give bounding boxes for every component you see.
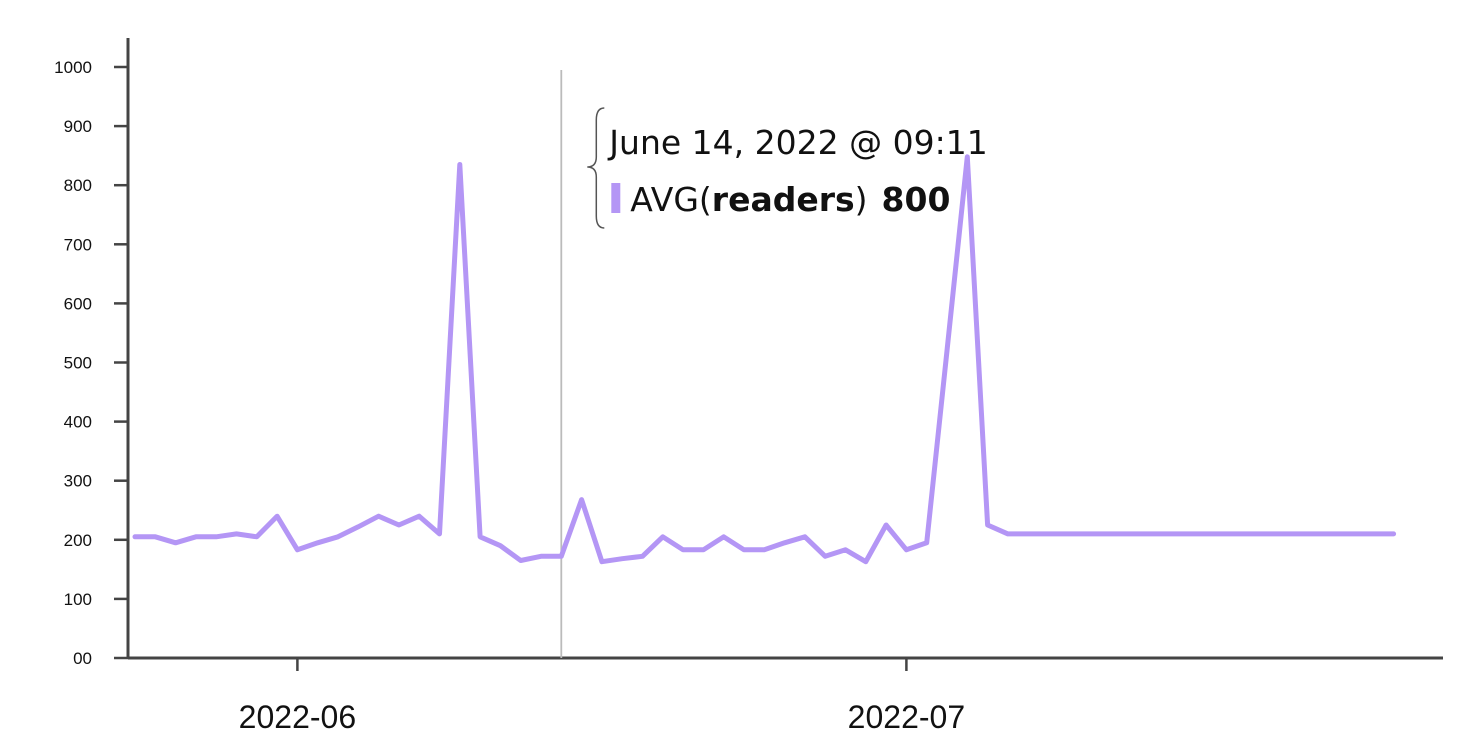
data-point [1106,531,1112,537]
data-point [254,534,260,540]
y-tick-label: 400 [64,413,92,432]
data-point [213,534,219,540]
y-tick-label: 200 [64,531,92,550]
data-point [944,348,950,354]
y-tick-label: 00 [73,649,92,668]
data-point [721,534,727,540]
tooltip-date: June 14, 2022 @ 09:11 [607,123,987,162]
data-point [1005,531,1011,537]
data-point [1066,531,1072,537]
data-point [1208,531,1214,537]
data-point [883,522,889,528]
data-point [1086,531,1092,537]
data-point [903,547,909,553]
series-line [132,154,1397,565]
data-point [294,547,300,553]
data-point [985,522,991,528]
y-axis: 00 100 200 300 400 500 600 700 800 900 1000 [54,38,130,668]
y-tick-label: 600 [64,294,92,313]
data-point [376,513,382,519]
data-point [924,540,930,546]
data-point [1127,531,1133,537]
data-point [335,534,341,540]
data-point [518,558,524,564]
y-tick-label: 1000 [54,58,92,77]
data-point [660,534,666,540]
data-point [497,543,503,549]
data-point [1370,531,1376,537]
y-tick-label: 800 [64,176,92,195]
y-tick-label: 300 [64,472,92,491]
tooltip-series-swatch [611,183,621,213]
data-point [1167,531,1173,537]
data-point [640,553,646,559]
data-point [741,547,747,553]
data-point [863,559,869,565]
data-point [680,547,686,553]
data-point [1309,531,1315,537]
data-point [234,531,240,537]
data-point [1289,531,1295,537]
data-point [1188,531,1194,537]
tooltip: June 14, 2022 @ 09:11 AVG(readers) 800 [587,107,988,229]
data-point [437,531,443,537]
data-point [802,534,808,540]
x-tick-label: 2022-07 [848,699,965,735]
tooltip-series-label: AVG(readers) 800 [630,180,950,219]
data-point [843,547,849,553]
data-point [1249,531,1255,537]
y-tick-label: 700 [64,235,92,254]
tooltip-series-prefix: AVG( [630,180,712,219]
x-axis: 2022-06 2022-07 [128,656,1443,735]
data-point [1350,531,1356,537]
data-point [416,513,422,519]
data-point [457,162,463,168]
data-point [1330,531,1336,537]
y-tick-label: 100 [64,590,92,609]
data-point [782,540,788,546]
data-point [396,522,402,528]
y-tick-label: 500 [64,354,92,373]
data-point [1046,531,1052,537]
data-point [700,547,706,553]
data-point [274,513,280,519]
data-point [558,553,564,559]
data-point [315,540,321,546]
y-tick-label: 900 [64,117,92,136]
data-point [152,534,158,540]
tooltip-series-suffix: ) [855,180,868,219]
data-point [822,553,828,559]
data-point [1228,531,1234,537]
data-point [761,547,767,553]
data-point [173,540,179,546]
data-point [599,559,605,565]
data-point [1269,531,1275,537]
data-point [193,534,199,540]
data-point [355,524,361,530]
data-point [1391,531,1397,537]
data-point [619,556,625,562]
data-point [1025,531,1031,537]
x-tick-label: 2022-06 [239,699,356,735]
tooltip-series-field: readers [712,180,855,219]
tooltip-series-value: 800 [882,180,951,219]
data-point [1147,531,1153,537]
data-point [477,534,483,540]
tooltip-brace [587,107,605,229]
data-point [132,534,138,540]
data-point [538,553,544,559]
data-point [579,497,585,503]
